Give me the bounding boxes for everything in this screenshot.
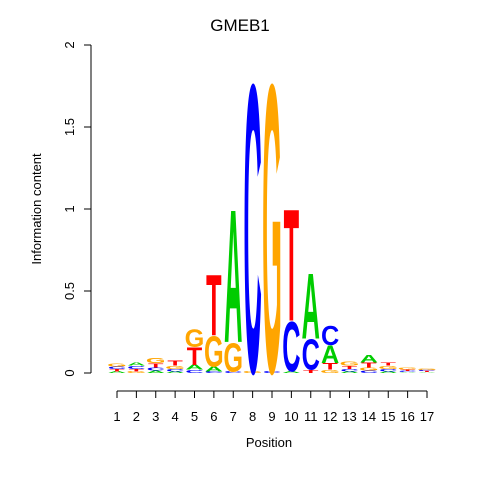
logo-letter-a: A: [108, 371, 126, 374]
logo-letter-t: T: [167, 359, 183, 367]
logo-letter-c: C: [224, 371, 242, 374]
chart-title: GMEB1: [210, 16, 270, 35]
logo-letter-c: C: [302, 331, 320, 380]
logo-letter-a: A: [127, 362, 145, 367]
logo-letter-a: A: [224, 169, 242, 382]
logo-letter-t: T: [206, 257, 221, 355]
logo-letter-t: T: [419, 371, 435, 373]
x-tick-label: 3: [152, 409, 159, 424]
logo-letter-t: T: [284, 177, 299, 356]
x-axis-label: Position: [246, 435, 292, 450]
logo-letter-g: G: [398, 368, 418, 371]
x-tick-label: 15: [381, 409, 395, 424]
x-tick-label: 5: [191, 409, 198, 424]
logo-letter-a: A: [147, 370, 165, 374]
y-tick-label: 1.5: [62, 118, 77, 136]
logo-letter-c: C: [321, 320, 339, 351]
logo-letter-t: T: [109, 368, 124, 372]
logo-letter-g: G: [320, 369, 340, 374]
logo-letter-t: T: [187, 343, 203, 371]
logo-letter-t: T: [322, 362, 338, 372]
y-tick-label: 2: [62, 41, 77, 48]
logo-letter-t: T: [148, 362, 163, 369]
x-tick-label: 17: [420, 409, 434, 424]
logo-letter-c: C: [263, 371, 281, 374]
logo-letter-c: C: [185, 369, 203, 374]
logo-letter-t: T: [361, 361, 377, 369]
logo-letter-a: A: [418, 372, 436, 373]
logo-letter-t: T: [400, 369, 416, 371]
x-tick-label: 12: [323, 409, 337, 424]
logo-letter-g: G: [127, 371, 147, 374]
logo-letter-a: A: [398, 372, 416, 373]
logo-letter-c: C: [360, 370, 378, 374]
logo-letter-a: A: [205, 365, 223, 373]
y-tick-label: 1: [62, 205, 77, 212]
x-tick-label: 1: [113, 409, 120, 424]
x-tick-label: 4: [172, 409, 179, 424]
y-tick-label: 0.5: [62, 282, 77, 300]
logo-letter-c: C: [166, 368, 184, 372]
logo-letter-c: C: [340, 368, 358, 372]
logo-letter-g: G: [146, 357, 166, 365]
logo-letter-a: A: [185, 363, 203, 371]
x-tick-label: 14: [362, 409, 376, 424]
logo-letter-c: C: [108, 366, 126, 370]
logo-letter-t: T: [381, 362, 396, 367]
x-tick-label: 16: [400, 409, 414, 424]
logo-letter-c: C: [243, 0, 261, 459]
logo-letter-c: C: [127, 365, 145, 370]
logo-letter-a: A: [166, 371, 184, 374]
logo-letter-a: A: [302, 254, 320, 359]
logo-letter-c: C: [379, 368, 397, 372]
logo-letter-g: G: [204, 327, 224, 376]
logo-letter-t: T: [303, 369, 318, 374]
x-tick-label: 6: [210, 409, 217, 424]
x-tick-label: 8: [249, 409, 256, 424]
x-tick-label: 10: [284, 409, 298, 424]
logo-letter-a: A: [379, 371, 397, 374]
logo-letter-c: C: [282, 309, 300, 388]
y-axis: 0 0.5 1 1.5 2: [62, 41, 92, 377]
logo-letter-c: C: [418, 370, 436, 372]
x-tick-label: 11: [304, 409, 318, 424]
logo-letter-t: T: [129, 368, 144, 372]
x-tick-label: 7: [230, 409, 237, 424]
x-axis: 1 2 3 4 5 6 7 8 9 10 11 12 13 14 15 16 17: [113, 390, 434, 424]
x-tick-label: 9: [268, 409, 275, 424]
logo-letter-c: C: [147, 367, 165, 372]
logo-letter-t: T: [342, 365, 357, 370]
logo-letter-g: G: [378, 365, 398, 370]
logo-letter-g: G: [223, 335, 243, 381]
logo-letter-g: G: [359, 367, 379, 372]
x-tick-label: 2: [133, 409, 140, 424]
logo-letter-g: G: [417, 369, 437, 371]
logo-letter-a: A: [340, 371, 358, 374]
x-tick-label: 13: [342, 409, 356, 424]
y-tick-label: 0: [62, 369, 77, 376]
logo-letter-c: C: [205, 371, 223, 374]
logo-letter-g: G: [165, 365, 185, 370]
logo-letter-g: G: [185, 325, 205, 353]
logo-letter-a: A: [282, 371, 300, 374]
logo-letter-g: G: [262, 0, 282, 459]
logo-letter-c: C: [398, 371, 416, 373]
logo-letter-g: G: [340, 360, 360, 367]
logo-letter-a: A: [321, 341, 339, 369]
logo-letter-a: A: [360, 352, 378, 365]
y-axis-label: Information content: [29, 153, 44, 265]
logo-letter-g: G: [107, 362, 127, 367]
logo-letter-g: G: [243, 371, 263, 374]
